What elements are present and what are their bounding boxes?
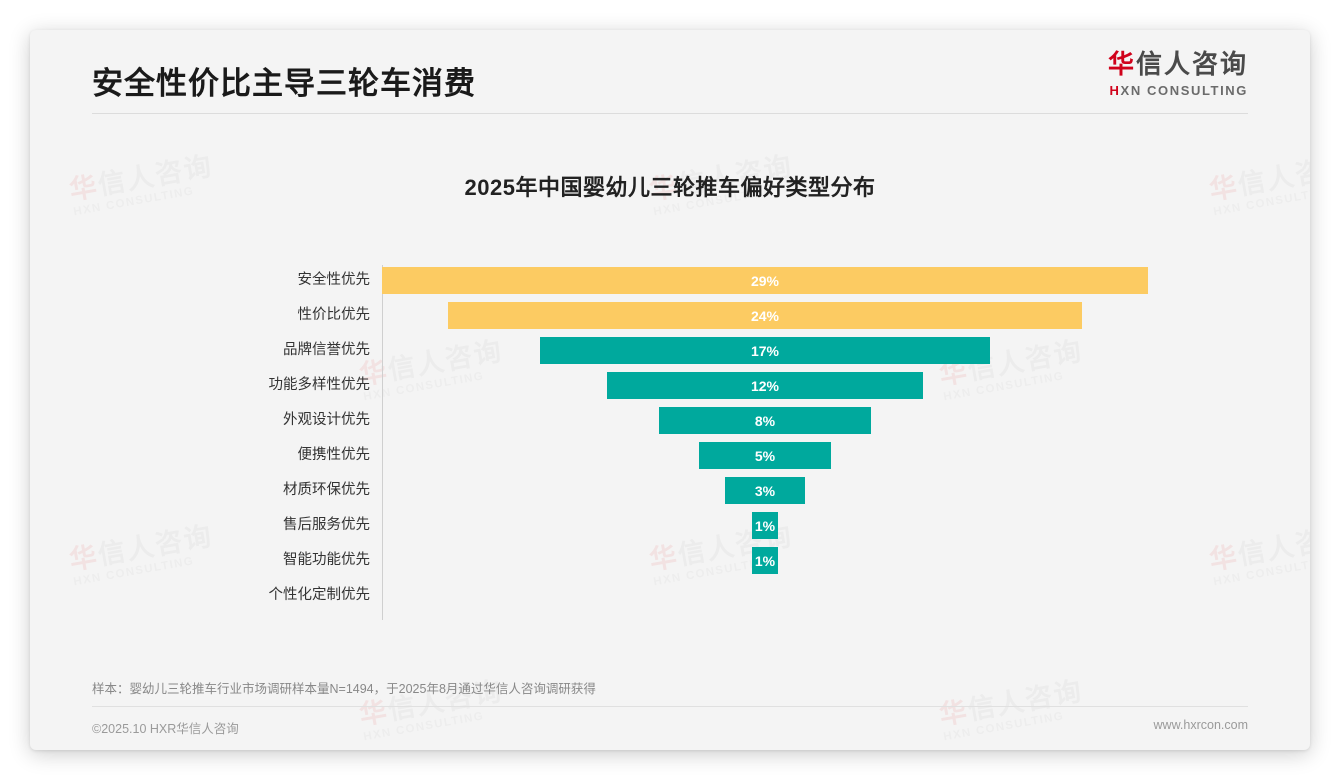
category-label: 安全性优先: [297, 272, 371, 288]
footer-divider: [92, 706, 1248, 707]
funnel-row: 材质环保优先 3%: [92, 477, 1248, 504]
bar-value-label: 24%: [750, 307, 779, 324]
bar-value-label: 17%: [750, 342, 779, 359]
funnel-row: 个性化定制优先: [92, 582, 1248, 609]
bar-value-label: 8%: [754, 412, 776, 429]
brand-logo-en-rest: XN CONSULTING: [1120, 82, 1248, 98]
funnel-bar[interactable]: 29%: [382, 267, 1148, 294]
category-label: 材质环保优先: [283, 482, 370, 498]
funnel-row: 售后服务优先 1%: [92, 512, 1248, 539]
brand-logo: 华信人咨询 HXN CONSULTING: [1108, 50, 1248, 98]
funnel-bar[interactable]: 8%: [659, 407, 871, 434]
chart-title: 2025年中国婴幼儿三轮推车偏好类型分布: [464, 175, 876, 200]
category-label: 个性化定制优先: [268, 587, 371, 603]
brand-logo-en-accent: H: [1109, 82, 1121, 98]
funnel-bar[interactable]: 1%: [751, 547, 779, 574]
category-label: 售后服务优先: [283, 517, 370, 533]
funnel-row: 便携性优先 5%: [92, 442, 1248, 469]
bar-value-label: 5%: [754, 447, 776, 464]
bar-value-label: 1%: [754, 517, 776, 534]
funnel-row: 品牌信誉优先 17%: [92, 337, 1248, 364]
category-axis-line: [382, 265, 383, 620]
category-label: 外观设计优先: [283, 412, 370, 428]
bar-value-label: 29%: [750, 272, 780, 289]
funnel-bar[interactable]: 3%: [725, 477, 805, 504]
category-label: 性价比优先: [297, 307, 371, 323]
slide-header: 安全性价比主导三轮车消费 华信人咨询 HXN CONSULTING: [30, 30, 1310, 138]
funnel-bar[interactable]: 1%: [751, 512, 779, 539]
category-label: 便携性优先: [297, 447, 371, 463]
chart-area: 2025年中国婴幼儿三轮推车偏好类型分布 安全性优先 29% 性价比优先 24% 品牌信…: [30, 30, 1310, 750]
category-label: 功能多样性优先: [268, 377, 371, 393]
copyright-text: ©2025.10 HXR华信人咨询: [92, 722, 239, 736]
bar-value-label: 1%: [754, 552, 776, 569]
category-label: 品牌信誉优先: [283, 342, 370, 358]
brand-logo-english: HXN CONSULTING: [1108, 83, 1248, 98]
page-title: 安全性价比主导三轮车消费: [92, 66, 476, 101]
bar-value-label: 3%: [754, 482, 776, 499]
funnel-bar[interactable]: 12%: [606, 372, 924, 399]
funnel-bar[interactable]: 24%: [448, 302, 1082, 329]
site-url[interactable]: www.hxrcon.com: [1153, 718, 1248, 732]
funnel-bar[interactable]: 5%: [698, 442, 832, 469]
funnel-row: 外观设计优先 8%: [92, 407, 1248, 434]
slide-card: 华信人咨询 HXN CONSULTING 华信人咨询 HXN CONSULTING 华信…: [30, 30, 1310, 750]
funnel-row: 功能多样性优先 12%: [92, 372, 1248, 399]
brand-logo-rest-chars: 信人咨询: [1135, 49, 1248, 79]
bar-value-label: 12%: [750, 377, 779, 394]
funnel-chart-plot: 安全性优先 29% 性价比优先 24% 品牌信誉优先 17% 功能多样性优先 12% 外观设计优…: [92, 255, 1248, 625]
funnel-row: 智能功能优先 1%: [92, 547, 1248, 574]
brand-logo-accent-char: 华: [1107, 49, 1136, 79]
funnel-row: 性价比优先 24%: [92, 302, 1248, 329]
header-divider: [92, 113, 1248, 114]
category-label: 智能功能优先: [283, 552, 370, 568]
brand-logo-chinese: 华信人咨询: [1108, 50, 1248, 79]
funnel-bar[interactable]: 17%: [540, 337, 990, 364]
sample-note: 样本：婴幼儿三轮推车行业市场调研样本量N=1494，于2025年8月通过华信人咨…: [92, 682, 596, 696]
funnel-row: 安全性优先 29%: [92, 267, 1248, 294]
